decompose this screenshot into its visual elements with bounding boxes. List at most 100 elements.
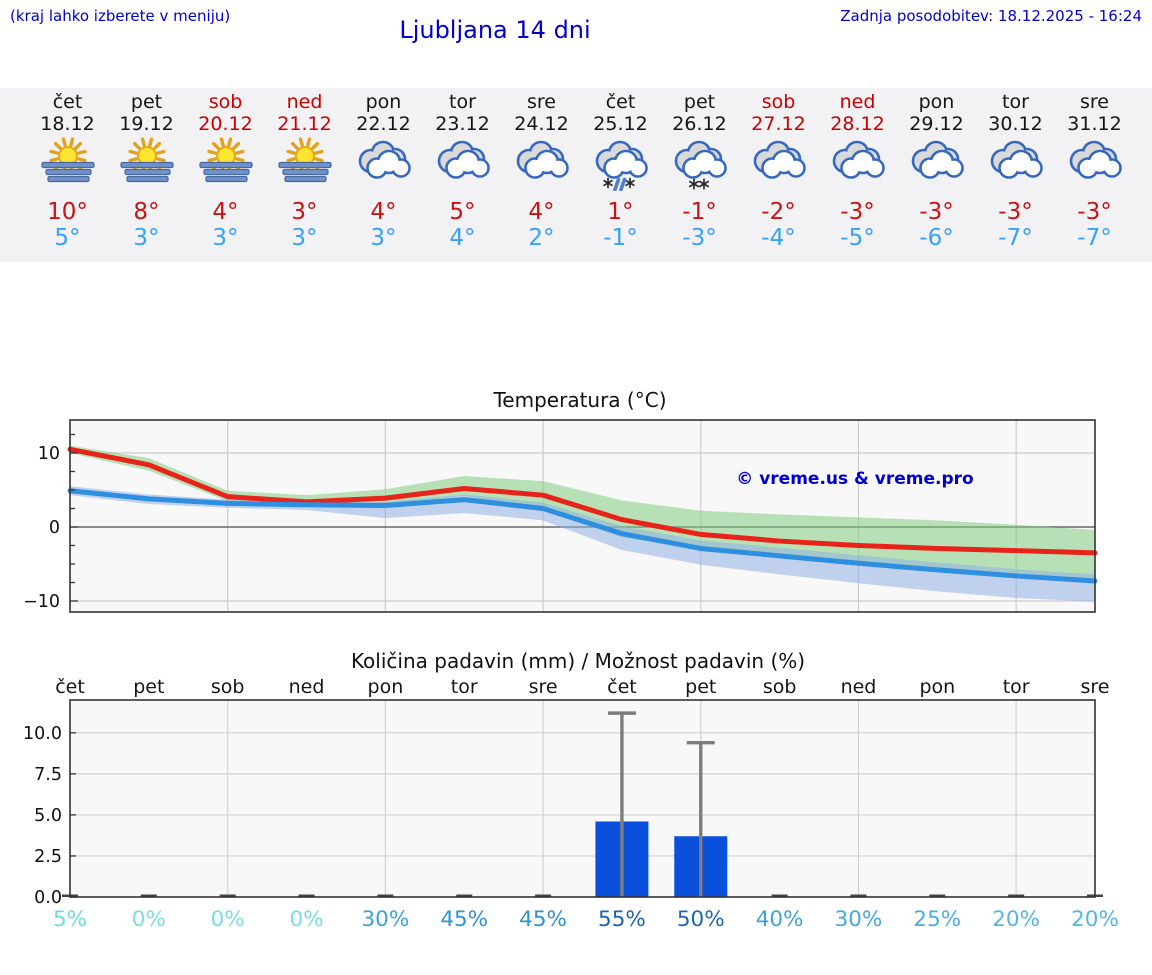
day-date: 30.12 — [988, 113, 1043, 135]
day-date: 22.12 — [356, 113, 411, 135]
day-date: 25.12 — [593, 113, 648, 135]
day-date: 19.12 — [119, 113, 174, 135]
svg-text:Količina padavin (mm) / Možnos: Količina padavin (mm) / Možnost padavin … — [351, 649, 805, 673]
svg-text:tor: tor — [451, 676, 478, 698]
precip-probability: 5% — [53, 907, 87, 932]
high-temperature: 1° — [607, 199, 634, 225]
weather-icon-slot — [739, 136, 818, 192]
forecast-day-column: sre 24.12 4° 2° — [502, 88, 581, 262]
weather-icon-slot — [344, 136, 423, 192]
high-temperature: 4° — [212, 199, 239, 225]
day-name: tor — [1002, 91, 1029, 113]
forecast-strip: čet 18.12 10° 5° pet 19.12 8° 3° sob 20.12 4° 3° ned… — [0, 88, 1152, 262]
high-temperature: -3° — [840, 199, 875, 225]
cloudy-icon — [516, 140, 569, 179]
high-temperature: 10° — [47, 199, 88, 225]
precipitation-chart: Količina padavin (mm) / Možnost padavin … — [23, 649, 1119, 932]
high-temperature: 5° — [449, 199, 476, 225]
day-name: pet — [130, 91, 163, 113]
precip-probability: 0% — [289, 907, 323, 932]
zero-precip-mark — [929, 894, 946, 897]
precip-probability: 0% — [211, 907, 245, 932]
low-temperature: -5° — [840, 225, 875, 251]
low-temperature: -7° — [1077, 225, 1112, 251]
low-temperature: 2° — [528, 225, 555, 251]
precip-probability: 25% — [913, 907, 961, 932]
zero-precip-mark — [535, 894, 552, 897]
sun-fog-icon — [277, 137, 332, 183]
cloudy-icon — [990, 140, 1043, 179]
low-temperature: -6° — [919, 225, 954, 251]
low-temperature: 3° — [212, 225, 239, 251]
day-name: pet — [683, 91, 716, 113]
zero-precip-mark — [377, 894, 394, 897]
forecast-day-column: tor 23.12 5° 4° — [423, 88, 502, 262]
svg-text:čet: čet — [55, 676, 85, 698]
forecast-day-column: pet 19.12 8° 3° — [107, 88, 186, 262]
low-temperature: -3° — [682, 225, 717, 251]
max-temperature-line — [67, 446, 1098, 556]
day-name: tor — [449, 91, 476, 113]
sun-fog-icon — [119, 137, 174, 183]
day-name: čet — [605, 91, 636, 113]
svg-text:−10: −10 — [23, 592, 60, 612]
svg-text:7.5: 7.5 — [34, 765, 62, 785]
day-name: sre — [527, 91, 556, 113]
weather-icon-slot — [897, 136, 976, 192]
page-title: Ljubljana 14 dni — [399, 16, 591, 44]
forecast-day-column: sob 20.12 4° 3° — [186, 88, 265, 262]
day-name: ned — [286, 91, 323, 113]
day-date: 18.12 — [40, 113, 95, 135]
precip-probability: 55% — [598, 907, 646, 932]
precip-probability: 20% — [1071, 907, 1119, 932]
high-temperature: -2° — [761, 199, 796, 225]
zero-precip-mark — [456, 894, 473, 897]
high-temperature: -3° — [1077, 199, 1112, 225]
svg-text:10.0: 10.0 — [23, 724, 62, 744]
weather-icon-slot — [107, 136, 186, 192]
forecast-day-column: tor 30.12 -3° -7° — [976, 88, 1055, 262]
svg-text:sob: sob — [763, 676, 797, 698]
cloudy-icon — [832, 140, 885, 179]
svg-text:0: 0 — [49, 518, 60, 538]
precip-probability: 20% — [992, 907, 1040, 932]
forecast-day-column: pon 22.12 4° 3° — [344, 88, 423, 262]
svg-text:Temperatura (°C): Temperatura (°C) — [492, 388, 666, 412]
snow-icon — [674, 140, 727, 190]
zero-precip-mark — [140, 894, 157, 897]
uncertainty-band — [70, 486, 1095, 602]
precip-probability: 40% — [756, 907, 804, 932]
watermark: © vreme.us & vreme.pro — [736, 469, 973, 489]
cloudy-icon — [437, 140, 490, 179]
low-temperature: -1° — [603, 225, 638, 251]
high-temperature: 8° — [133, 199, 160, 225]
menu-hint: (kraj lahko izberete v meniju) — [10, 7, 231, 25]
day-date: 23.12 — [435, 113, 490, 135]
precip-probability: 30% — [835, 907, 883, 932]
zero-precip-mark — [298, 894, 315, 897]
svg-text:sre: sre — [1081, 676, 1110, 698]
low-temperature: 3° — [370, 225, 397, 251]
svg-text:tor: tor — [1003, 676, 1030, 698]
high-temperature: -3° — [998, 199, 1033, 225]
weather-icon-slot — [660, 136, 739, 192]
day-name: pon — [365, 91, 402, 113]
day-date: 24.12 — [514, 113, 569, 135]
day-name: čet — [52, 91, 83, 113]
min-temperature-line — [67, 488, 1098, 584]
low-temperature: 5° — [54, 225, 81, 251]
high-temperature: 4° — [370, 199, 397, 225]
low-temperature: -7° — [998, 225, 1033, 251]
high-temperature: 3° — [291, 199, 318, 225]
low-temperature: -4° — [761, 225, 796, 251]
svg-text:sre: sre — [529, 676, 558, 698]
temperature-chart: Temperatura (°C) −10 0 10 © vreme.us & vreme… — [23, 388, 1098, 613]
day-name: ned — [839, 91, 876, 113]
sleet-icon — [595, 140, 648, 191]
forecast-day-column: pet 26.12 -1° -3° — [660, 88, 739, 262]
high-temperature: -3° — [919, 199, 954, 225]
forecast-day-column: pon 29.12 -3° -6° — [897, 88, 976, 262]
low-temperature: 3° — [133, 225, 160, 251]
svg-text:2.5: 2.5 — [34, 847, 62, 867]
forecast-day-column: ned 28.12 -3° -5° — [818, 88, 897, 262]
